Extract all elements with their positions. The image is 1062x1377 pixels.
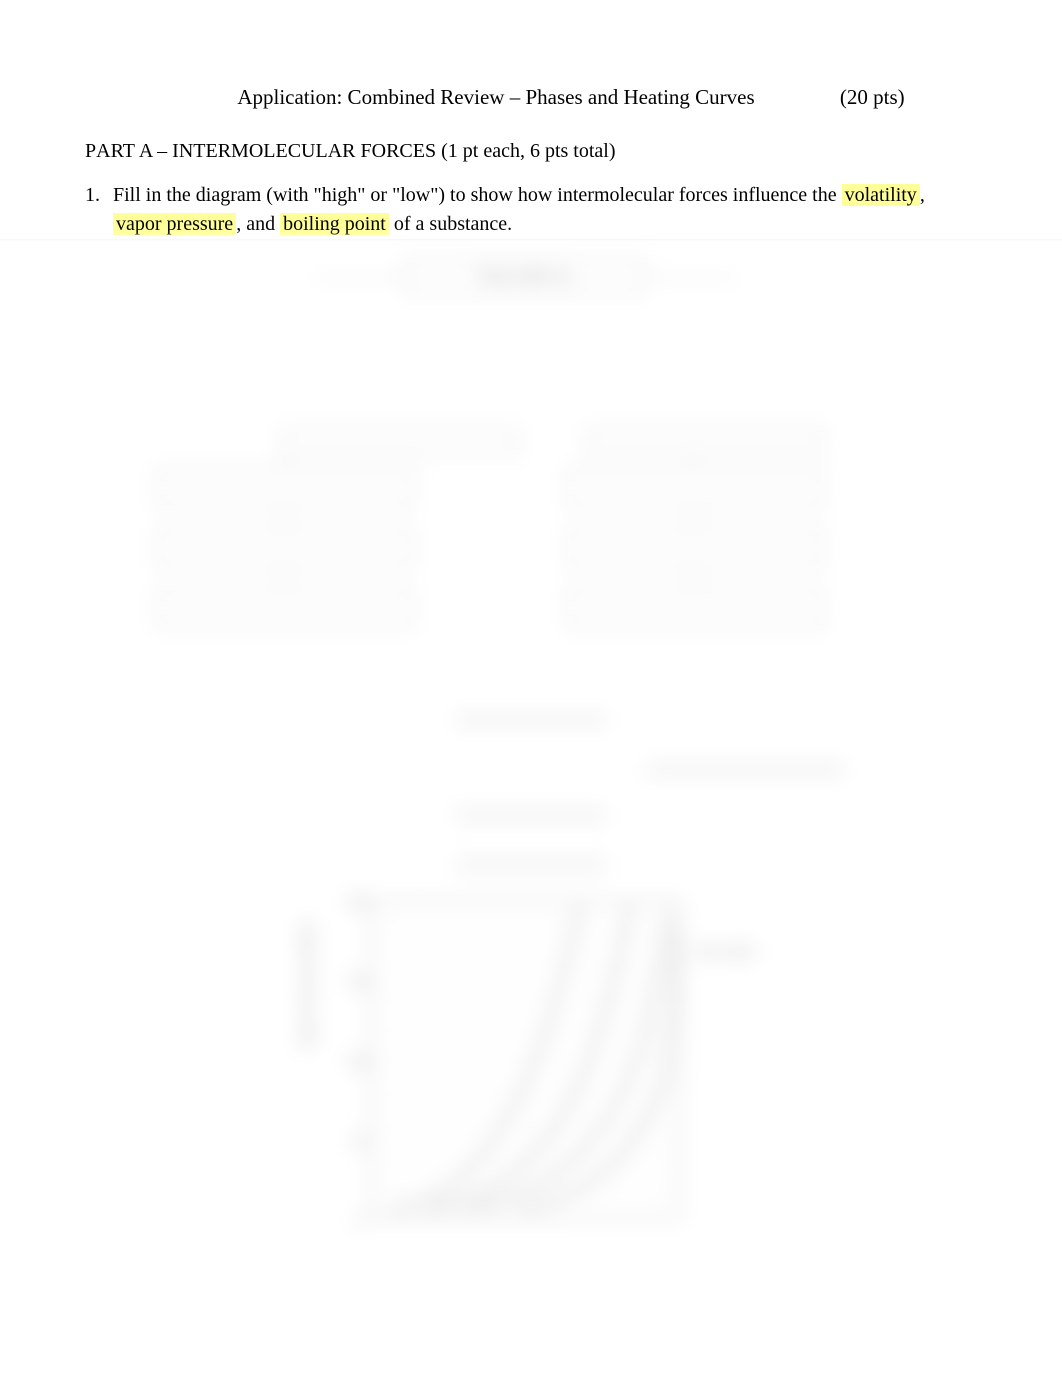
- q1-text-c: , and: [236, 213, 280, 235]
- part-a-p: P: [85, 140, 96, 162]
- section-a-header: PART A – INTERMOLECULAR FORCES (1 pt eac…: [85, 140, 977, 163]
- part-a-f: F: [356, 140, 372, 162]
- q1-body: Fill in the diagram (with "high" or "low…: [113, 181, 977, 239]
- part-a-orces: ORCES: [372, 140, 436, 162]
- q1-highlight-vapor-pressure: vapor pressure: [113, 213, 236, 235]
- q1-highlight-boiling-point: boiling point: [280, 213, 389, 235]
- part-a-pts: (1 pt each, 6 pts total): [436, 140, 615, 162]
- part-a-nter: NTERMOLECULAR: [179, 140, 356, 162]
- page-title: Application: Combined Review – Phases an…: [85, 85, 977, 110]
- q1-highlight-volatility: volatility: [842, 184, 920, 206]
- part-a-art: ART: [96, 140, 135, 162]
- q1-number: 1.: [85, 181, 113, 239]
- title-points: (20 pts): [840, 85, 905, 109]
- document-preview-blur: [0, 238, 1062, 1377]
- preview-cutoff-line: [0, 239, 1062, 241]
- question-1: 1. Fill in the diagram (with "high" or "…: [85, 181, 977, 239]
- q1-text-d: of a substance.: [389, 213, 512, 235]
- part-a-a: A – I: [135, 140, 179, 162]
- title-main: Application: Combined Review – Phases an…: [237, 85, 754, 109]
- q1-text-a: Fill in the diagram (with "high" or "low…: [113, 184, 842, 206]
- q1-text-b: ,: [920, 184, 925, 206]
